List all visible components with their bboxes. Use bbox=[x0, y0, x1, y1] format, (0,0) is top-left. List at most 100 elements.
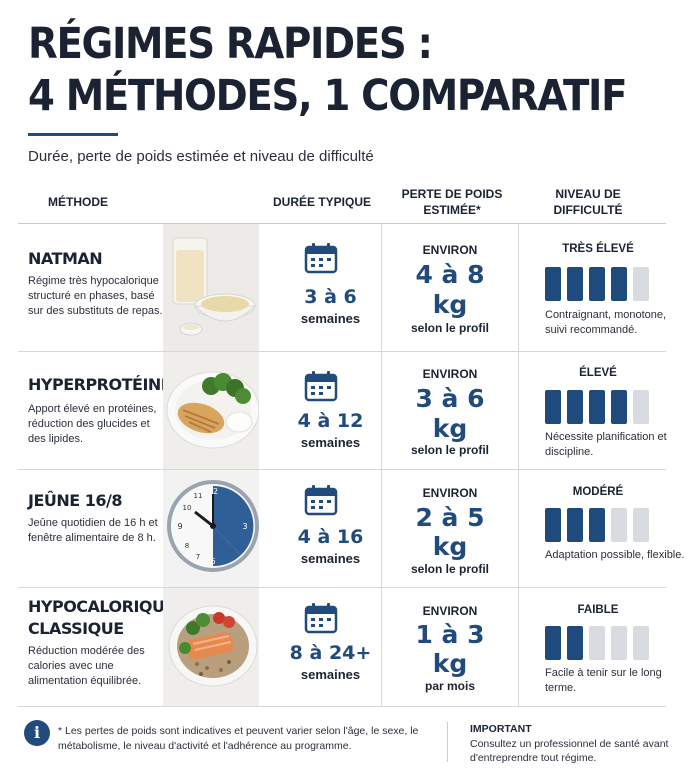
difficulty-bar-filled bbox=[567, 390, 583, 424]
svg-text:6: 6 bbox=[210, 557, 215, 566]
difficulty-bar-filled bbox=[567, 626, 583, 660]
svg-text:9: 9 bbox=[177, 522, 182, 531]
difficulty-label: FAIBLE bbox=[577, 604, 619, 616]
calendar-icon bbox=[304, 485, 338, 516]
calendar-icon bbox=[304, 371, 338, 402]
difficulty-bar-empty bbox=[611, 626, 627, 660]
shake-and-soup-photo bbox=[163, 224, 259, 351]
difficulty-bar-filled bbox=[611, 390, 627, 424]
duration-unit: semaines bbox=[300, 435, 361, 450]
title-line-1: RÉGIMES RAPIDES : bbox=[28, 19, 433, 69]
loss-suffix: par mois bbox=[424, 679, 475, 693]
duration-unit: semaines bbox=[300, 667, 361, 682]
header-niveau: NIVEAU DE DIFFICULTÉ bbox=[553, 187, 623, 217]
important-title: IMPORTANT bbox=[470, 723, 532, 735]
difficulty-description: Contraignant, monotone, suivi recommandé… bbox=[545, 309, 667, 336]
difficulty-bar-empty bbox=[633, 626, 649, 660]
loss-unit: kg bbox=[432, 532, 468, 561]
difficulty-bar-empty bbox=[633, 390, 649, 424]
method-name: HYPERPROTÉINÉ bbox=[28, 375, 172, 394]
difficulty-bar-empty bbox=[611, 508, 627, 542]
difficulty-bar-empty bbox=[633, 508, 649, 542]
loss-range: 1 à 3 bbox=[415, 620, 485, 649]
loss-prefix: ENVIRON bbox=[422, 367, 478, 381]
clock-photo: 12 3 6 9 10 8 7 11 bbox=[163, 470, 259, 587]
duration-value: 8 à 24+ bbox=[289, 642, 372, 664]
svg-text:7: 7 bbox=[196, 553, 200, 561]
difficulty-bar-filled bbox=[545, 390, 561, 424]
calendar-icon bbox=[304, 603, 338, 634]
row-divider bbox=[18, 706, 666, 707]
difficulty-label: MODÉRÉ bbox=[572, 486, 624, 498]
table-row: JEÛNE 16/8 Jeûne quotidien de 16 h et fe… bbox=[18, 470, 684, 587]
column-divider bbox=[381, 224, 382, 706]
loss-range: 2 à 5 bbox=[415, 503, 485, 532]
svg-text:12: 12 bbox=[208, 487, 218, 496]
difficulty-bar-filled bbox=[545, 267, 561, 301]
loss-range: 3 à 6 bbox=[415, 384, 485, 413]
title-underline bbox=[28, 133, 118, 136]
difficulty-bar-filled bbox=[589, 390, 605, 424]
footer-divider bbox=[447, 722, 448, 762]
table-row: HYPERPROTÉINÉ Apport élevé en protéines,… bbox=[18, 352, 667, 469]
calendar-icon bbox=[304, 243, 338, 274]
subtitle: Durée, perte de poids estimée et niveau … bbox=[28, 148, 374, 165]
title-line-2: 4 MÉTHODES, 1 COMPARATIF bbox=[28, 71, 628, 121]
loss-prefix: ENVIRON bbox=[422, 604, 478, 618]
method-description: Apport élevé en protéines, réduction des… bbox=[28, 403, 157, 445]
table-row: NATMAN Régime très hypocalorique structu… bbox=[18, 224, 666, 351]
loss-unit: kg bbox=[432, 414, 468, 443]
duration-unit: semaines bbox=[300, 311, 361, 326]
loss-range: 4 à 8 bbox=[415, 260, 485, 289]
svg-text:10: 10 bbox=[183, 504, 192, 512]
duration-unit: semaines bbox=[300, 551, 361, 566]
table-row: HYPOCALORIQUE CLASSIQUE Réduction modéré… bbox=[18, 588, 666, 706]
method-description: Jeûne quotidien de 16 h et fenêtre alime… bbox=[28, 517, 158, 544]
method-name: JEÛNE 16/8 bbox=[28, 491, 123, 510]
difficulty-meter bbox=[545, 626, 649, 660]
difficulty-bar-empty bbox=[633, 267, 649, 301]
column-divider bbox=[518, 224, 519, 706]
row-divider bbox=[18, 351, 666, 352]
header-duree: DURÉE TYPIQUE bbox=[272, 195, 371, 209]
difficulty-label: ÉLEVÉ bbox=[579, 367, 617, 379]
difficulty-bar-empty bbox=[589, 626, 605, 660]
difficulty-bar-filled bbox=[567, 508, 583, 542]
important-text: Consultez un professionnel de santé avan… bbox=[470, 738, 669, 764]
duration-value: 3 à 6 bbox=[304, 286, 357, 308]
loss-suffix: selon le profil bbox=[410, 321, 489, 335]
loss-unit: kg bbox=[432, 290, 468, 319]
header-methode: MÉTHODE bbox=[48, 195, 108, 209]
method-description: Réduction modérée des calories avec une … bbox=[28, 645, 145, 687]
difficulty-meter bbox=[545, 508, 649, 542]
chicken-broccoli-photo bbox=[163, 352, 259, 469]
difficulty-meter bbox=[545, 390, 649, 424]
difficulty-description: Adaptation possible, flexible. bbox=[545, 549, 685, 561]
loss-prefix: ENVIRON bbox=[422, 243, 478, 257]
difficulty-description: Nécessite planification et discipline. bbox=[545, 431, 667, 458]
difficulty-bar-filled bbox=[611, 267, 627, 301]
duration-value: 4 à 16 bbox=[297, 526, 364, 548]
loss-unit: kg bbox=[432, 649, 468, 678]
difficulty-bar-filled bbox=[545, 508, 561, 542]
duration-value: 4 à 12 bbox=[297, 410, 364, 432]
method-name: NATMAN bbox=[28, 249, 103, 268]
header-perte: PERTE DE POIDS ESTIMÉE* bbox=[401, 187, 503, 217]
difficulty-bar-filled bbox=[589, 508, 605, 542]
svg-text:8: 8 bbox=[185, 542, 189, 550]
svg-text:3: 3 bbox=[242, 522, 247, 531]
salmon-bowl-photo bbox=[163, 588, 259, 706]
footnote: * Les pertes de poids sont indicatives e… bbox=[58, 725, 419, 752]
method-name: HYPOCALORIQUE CLASSIQUE bbox=[28, 597, 175, 638]
difficulty-description: Facile à tenir sur le long terme. bbox=[545, 667, 662, 694]
svg-text:11: 11 bbox=[194, 492, 203, 500]
loss-suffix: selon le profil bbox=[410, 443, 489, 457]
difficulty-label: TRÈS ÉLEVÉ bbox=[562, 243, 634, 255]
loss-suffix: selon le profil bbox=[410, 562, 489, 576]
info-icon: i bbox=[24, 720, 50, 746]
row-divider bbox=[18, 469, 666, 470]
loss-prefix: ENVIRON bbox=[422, 486, 478, 500]
difficulty-meter bbox=[545, 267, 649, 301]
row-divider bbox=[18, 587, 666, 588]
difficulty-bar-filled bbox=[545, 626, 561, 660]
